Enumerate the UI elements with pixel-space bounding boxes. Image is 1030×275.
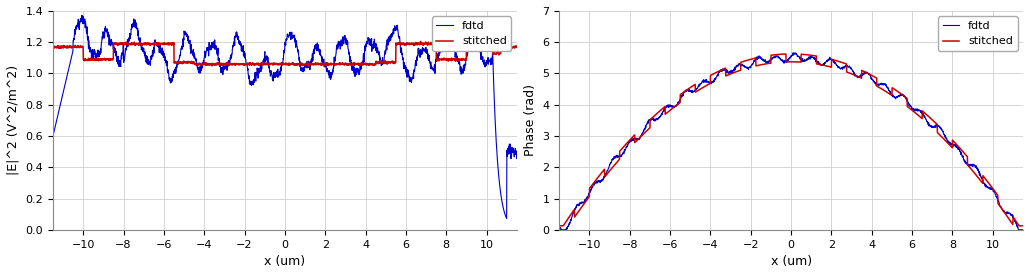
Line: stitched: stitched <box>559 54 1023 226</box>
stitched <box>577 204 589 207</box>
fdtd <box>273 73 285 76</box>
Y-axis label: Phase (rad): Phase (rad) <box>524 84 537 156</box>
stitched <box>1003 218 1016 221</box>
fdtd <box>555 228 568 232</box>
fdtd <box>497 207 510 210</box>
X-axis label: x (um): x (um) <box>265 255 306 268</box>
fdtd <box>1003 212 1016 216</box>
fdtd <box>1004 212 1017 215</box>
fdtd <box>76 14 89 17</box>
fdtd <box>46 134 59 138</box>
stitched <box>511 45 523 49</box>
fdtd <box>501 217 513 220</box>
Line: stitched: stitched <box>53 42 517 66</box>
fdtd <box>261 54 273 57</box>
stitched <box>766 53 779 57</box>
fdtd <box>787 51 799 54</box>
stitched <box>497 45 510 48</box>
fdtd <box>577 201 589 205</box>
fdtd <box>553 226 565 230</box>
stitched <box>303 64 315 68</box>
fdtd <box>919 116 931 119</box>
stitched <box>260 62 272 66</box>
X-axis label: x (um): x (um) <box>770 255 812 268</box>
stitched <box>919 111 931 115</box>
fdtd <box>70 26 82 29</box>
stitched <box>497 46 510 49</box>
fdtd <box>511 153 523 156</box>
stitched <box>46 44 59 48</box>
fdtd <box>497 208 510 211</box>
stitched <box>780 52 792 56</box>
stitched <box>1017 224 1029 227</box>
stitched <box>70 45 82 48</box>
stitched <box>779 52 791 56</box>
Legend: fdtd, stitched: fdtd, stitched <box>938 16 1018 51</box>
stitched <box>412 43 424 46</box>
stitched <box>1003 218 1016 222</box>
Legend: fdtd, stitched: fdtd, stitched <box>432 16 511 51</box>
stitched <box>553 225 565 228</box>
Y-axis label: |E|^2 (V^2/m^2): |E|^2 (V^2/m^2) <box>7 65 20 175</box>
stitched <box>414 40 426 43</box>
fdtd <box>779 60 791 64</box>
fdtd <box>766 57 779 60</box>
Line: fdtd: fdtd <box>559 53 1023 230</box>
fdtd <box>1017 228 1029 232</box>
stitched <box>272 62 284 66</box>
fdtd <box>412 52 424 55</box>
Line: fdtd: fdtd <box>53 15 517 219</box>
